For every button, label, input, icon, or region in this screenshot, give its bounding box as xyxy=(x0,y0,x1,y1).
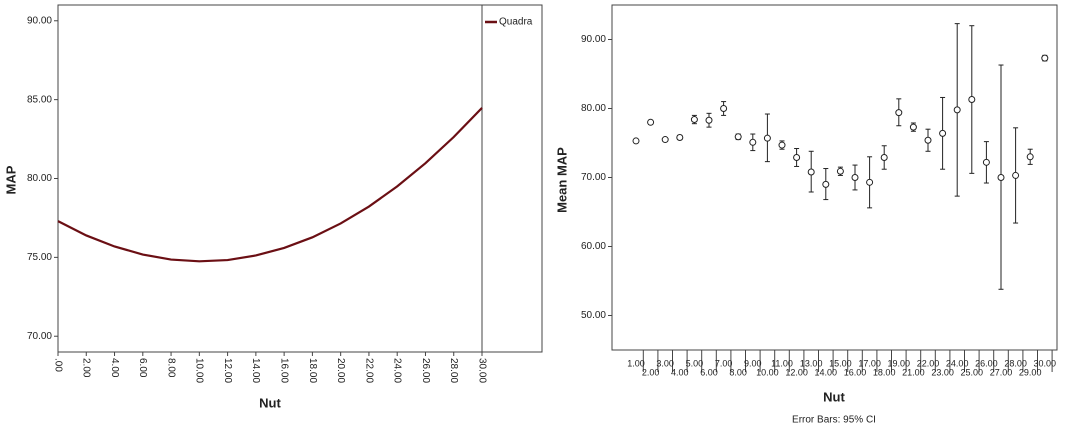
y-tick-label: 70.00 xyxy=(27,331,52,342)
x-tick-label: 16.00 xyxy=(278,358,289,383)
mean-point xyxy=(822,180,830,188)
y-tick-label: 60.00 xyxy=(581,241,606,252)
footnote: Error Bars: 95% CI xyxy=(792,415,876,426)
curve xyxy=(57,107,483,263)
x-tick-label: 12.00 xyxy=(222,358,233,383)
x-tick-label: 10.00 xyxy=(756,367,779,377)
x-tick-label: 20.00 xyxy=(335,358,346,383)
x-tick-label: 30.00 xyxy=(476,358,487,383)
mean-point xyxy=(880,153,888,161)
x-tick-label: 18.00 xyxy=(307,358,318,383)
y-tick-label: 75.00 xyxy=(27,252,52,263)
mean-point xyxy=(690,116,698,124)
mean-point xyxy=(968,96,976,104)
x-tick-label: 14.00 xyxy=(815,367,838,377)
mean-point xyxy=(895,109,903,117)
x-tick-label: 26.00 xyxy=(420,358,431,383)
x-tick-label: 22.00 xyxy=(363,358,374,383)
legend-label: Quadra xyxy=(499,17,533,28)
x-tick-label: 12.00 xyxy=(785,367,808,377)
mean-point xyxy=(836,167,844,175)
x-tick-label: 14.00 xyxy=(250,358,261,383)
mean-point xyxy=(807,168,815,176)
mean-point xyxy=(997,174,1005,181)
x-tick-label: 22.00 xyxy=(917,358,940,368)
x-tick-label: 6.00 xyxy=(700,367,718,377)
mean-point xyxy=(1012,171,1020,179)
x-tick-label: 8.00 xyxy=(729,367,747,377)
x-tick-label: 27.00 xyxy=(990,367,1013,377)
y-tick-label: 90.00 xyxy=(27,15,52,26)
mean-point xyxy=(661,136,669,144)
x-tick-label: 9.00 xyxy=(744,358,762,368)
x-tick-label: 19.00 xyxy=(888,358,911,368)
mean-point xyxy=(778,141,786,149)
plot-frame xyxy=(57,4,483,353)
mean-point xyxy=(793,153,801,161)
x-tick-label: 4.00 xyxy=(671,367,689,377)
x-tick-label: 16.00 xyxy=(844,367,867,377)
x-tick-label: 1.00 xyxy=(627,358,645,368)
x-tick-label: 21.00 xyxy=(902,367,925,377)
x-axis-title: Nut xyxy=(259,395,281,410)
mean-point xyxy=(1041,54,1049,62)
mean-point xyxy=(909,123,917,131)
x-tick-label: 6.00 xyxy=(137,358,148,378)
mean-point xyxy=(866,178,874,186)
y-tick-label: 70.00 xyxy=(581,172,606,183)
y-tick-label: 80.00 xyxy=(27,173,52,184)
mean-point xyxy=(705,116,713,124)
x-tick-label: 13.00 xyxy=(800,358,823,368)
mean-point xyxy=(720,105,728,112)
x-tick-label: 10.00 xyxy=(194,358,205,383)
x-tick-label: 15.00 xyxy=(829,358,852,368)
x-tick-label: 25.00 xyxy=(961,367,984,377)
y-tick-label: 80.00 xyxy=(581,103,606,114)
mean-point xyxy=(632,137,640,145)
x-tick-label: 2.00 xyxy=(81,358,92,378)
mean-point xyxy=(851,174,859,181)
x-tick-label: 18.00 xyxy=(873,367,896,377)
x-tick-label: 24.00 xyxy=(946,358,969,368)
mean-point xyxy=(953,106,961,114)
x-tick-label: 7.00 xyxy=(715,358,733,368)
x-tick-label: 23.00 xyxy=(931,367,954,377)
mean-point xyxy=(924,136,932,144)
mean-point xyxy=(763,134,771,142)
plot-frame xyxy=(611,4,1058,351)
y-tick-label: 85.00 xyxy=(27,94,52,105)
x-tick-label: 26.00 xyxy=(975,358,998,368)
mean-point xyxy=(647,118,655,126)
y-tick-label: 50.00 xyxy=(581,310,606,321)
x-tick-label: 24.00 xyxy=(392,358,403,383)
y-tick-label: 90.00 xyxy=(581,34,606,45)
x-tick-label: 17.00 xyxy=(858,358,881,368)
mean-point xyxy=(734,133,742,141)
x-tick-label: 28.00 xyxy=(448,358,459,383)
x-tick-label: 11.00 xyxy=(771,358,793,368)
mean-point xyxy=(982,158,990,166)
mean-point xyxy=(939,129,947,137)
mean-point xyxy=(749,138,757,146)
x-tick-label: 30.00 xyxy=(1034,358,1057,368)
x-tick-label: 29.00 xyxy=(1019,367,1042,377)
x-tick-label: 3.00 xyxy=(656,358,674,368)
mean-point xyxy=(676,133,684,141)
x-tick-label: 8.00 xyxy=(165,358,176,378)
x-tick-label: 28.00 xyxy=(1004,358,1027,368)
mean-point xyxy=(1026,153,1034,161)
legend-frame xyxy=(481,4,543,353)
x-tick-label: 2.00 xyxy=(642,367,660,377)
x-tick-label: .00 xyxy=(52,358,63,372)
y-axis-title: MAP xyxy=(3,165,18,194)
x-tick-label: 5.00 xyxy=(686,358,704,368)
y-axis-title: Mean MAP xyxy=(554,147,569,213)
x-axis-title: Nut xyxy=(823,389,845,404)
x-tick-label: 4.00 xyxy=(109,358,120,378)
